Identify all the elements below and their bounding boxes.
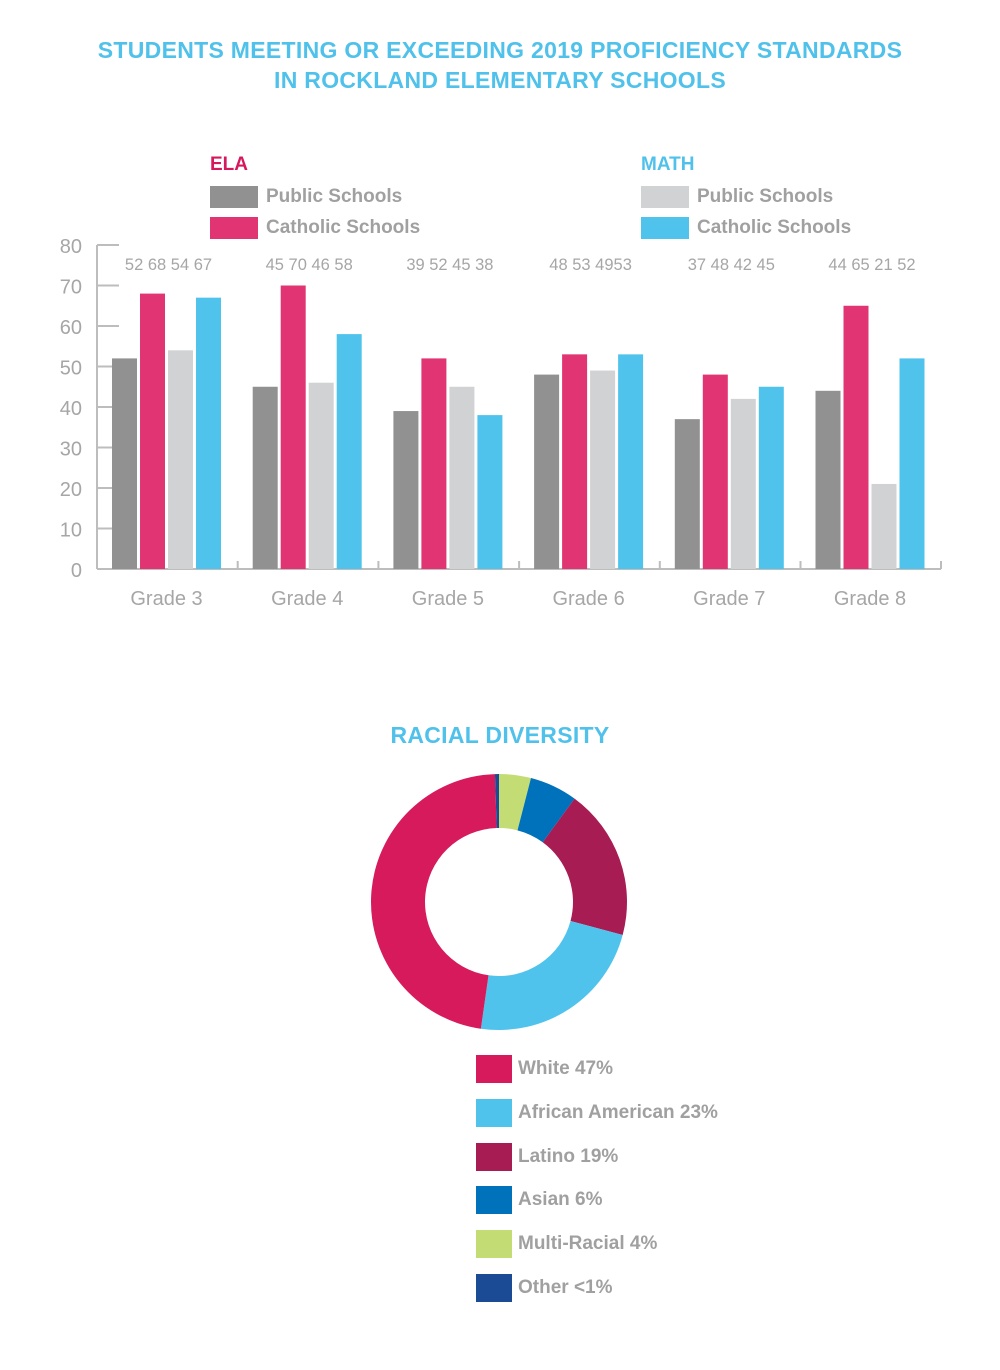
x-tick-label: Grade 7	[693, 588, 765, 610]
legend-label: Public Schools	[266, 186, 403, 207]
y-tick-label: 60	[60, 317, 82, 339]
chart-title-line-1: STUDENTS MEETING OR EXCEEDING 2019 PROFI…	[97, 37, 903, 63]
legend-item-ela-public: Public Schools	[210, 186, 402, 208]
data-label: 52 68 54 67	[125, 256, 212, 274]
legend-label: Public Schools	[697, 186, 834, 207]
legend-item-math-public: Public Schools	[641, 186, 833, 208]
data-label: 39 52 45 38	[406, 256, 493, 274]
bar	[393, 411, 419, 569]
donut-legend-item: African American 23%	[476, 1098, 718, 1127]
legend-swatch	[641, 186, 689, 208]
legend-label: White 47%	[518, 1058, 614, 1079]
donut-title: RACIAL DIVERSITY	[390, 722, 610, 748]
x-tick-label: Grade 5	[412, 588, 484, 610]
data-label: 45 70 46 58	[266, 256, 353, 274]
pie-slice	[494, 774, 499, 829]
bar	[590, 370, 616, 569]
legend-swatch	[641, 217, 689, 239]
donut-legend-item: White 47%	[476, 1055, 613, 1083]
legend-ela-heading: ELA	[210, 154, 248, 175]
pie-slice	[517, 778, 575, 843]
donut-legend-item: Asian 6%	[476, 1186, 603, 1215]
legend-swatch	[476, 1186, 512, 1215]
bar	[534, 374, 560, 569]
bar	[674, 419, 700, 569]
y-tick-label: 40	[60, 398, 82, 420]
bar	[843, 305, 869, 569]
legend-item-math-catholic: Catholic Schools	[641, 217, 851, 239]
bar	[168, 350, 193, 569]
donut-chart	[371, 774, 627, 1030]
bar	[871, 483, 897, 569]
bar	[280, 285, 306, 569]
x-tick-label: Grade 8	[834, 588, 906, 610]
legend-item-ela-catholic: Catholic Schools	[210, 217, 420, 239]
x-tick-label: Grade 4	[271, 588, 343, 610]
legend-label: Latino 19%	[518, 1145, 619, 1167]
bar	[336, 334, 362, 569]
y-tick-label: 0	[71, 560, 82, 582]
bar	[618, 354, 644, 569]
legend-label: Catholic Schools	[266, 217, 421, 238]
chart-title: STUDENTS MEETING OR EXCEEDING 2019 PROFI…	[0, 35, 1000, 95]
legend-math-heading: MATH	[641, 154, 695, 175]
bar	[308, 382, 334, 569]
bar	[562, 354, 588, 569]
chart-title-line-2: IN ROCKLAND ELEMENTARY SCHOOLS	[274, 67, 726, 93]
bar	[196, 297, 221, 569]
pie-slice	[480, 921, 623, 1030]
bar	[815, 390, 841, 569]
bar	[477, 415, 503, 569]
legend-label: Asian 6%	[518, 1189, 603, 1211]
bar	[702, 374, 728, 569]
legend-swatch	[210, 186, 258, 208]
legend-swatch	[210, 217, 258, 239]
bar	[252, 386, 278, 569]
bar	[758, 386, 784, 569]
legend-swatch	[476, 1230, 512, 1259]
y-tick-label: 30	[60, 439, 82, 461]
donut-legend-item: Latino 19%	[476, 1142, 619, 1171]
legend-label: Catholic Schools	[697, 217, 852, 238]
donut-legend-item: Other <1%	[476, 1274, 613, 1302]
y-tick-label: 80	[60, 236, 82, 258]
bar	[449, 386, 475, 569]
bar	[112, 358, 137, 569]
bar-chart: 0 10 20 30 40 50 60 70 80 Grade 3 52 68 54 67 Grade…	[60, 236, 942, 610]
legend-swatch	[476, 1274, 512, 1302]
legend-label: Other <1%	[518, 1277, 613, 1298]
bar	[899, 358, 925, 569]
pie-slice	[542, 798, 627, 935]
legend-swatch	[476, 1098, 512, 1127]
data-label: 37 48 42 45	[688, 256, 775, 274]
donut-legend-item: Multi-Racial 4%	[476, 1230, 658, 1259]
pie-slice	[371, 774, 497, 1029]
data-label: 44 65 21 52	[828, 256, 915, 274]
legend-swatch	[476, 1055, 512, 1083]
x-tick-label: Grade 3	[130, 588, 202, 610]
bar	[730, 398, 756, 569]
x-tick-label: Grade 6	[552, 588, 624, 610]
y-tick-label: 50	[60, 358, 82, 380]
y-tick-label: 70	[60, 277, 82, 299]
pie-slice	[499, 774, 531, 831]
y-tick-label: 20	[60, 479, 82, 501]
y-tick-label: 10	[60, 520, 82, 542]
legend-swatch	[476, 1142, 512, 1171]
bar	[140, 293, 165, 569]
bar	[421, 358, 447, 569]
data-label: 48 53 4953	[549, 256, 632, 274]
legend-label: African American 23%	[518, 1101, 718, 1123]
legend-label: Multi-Racial 4%	[518, 1233, 658, 1255]
